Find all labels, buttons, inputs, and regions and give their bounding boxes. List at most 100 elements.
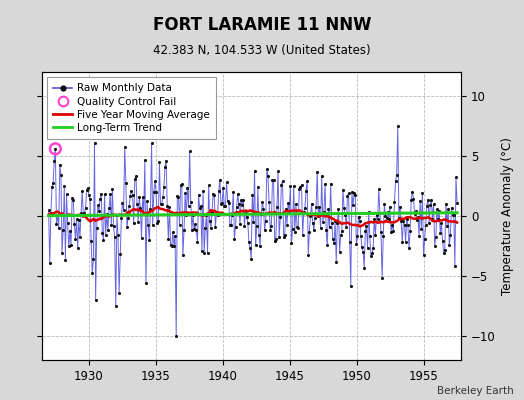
Point [165, 204, 173, 210]
Point [445, 242, 453, 248]
Point [366, 233, 374, 239]
Point [399, 218, 408, 224]
Point [163, 203, 171, 209]
Point [167, 242, 175, 248]
Point [374, 216, 382, 222]
Point [276, 214, 285, 220]
Point [86, 196, 94, 202]
Point [137, 235, 146, 241]
Point [145, 237, 154, 244]
Point [330, 240, 338, 246]
Point [183, 185, 192, 191]
Point [334, 206, 343, 212]
Point [359, 248, 367, 255]
Point [315, 204, 324, 210]
Point [278, 178, 287, 184]
Point [439, 238, 447, 244]
Point [112, 303, 120, 309]
Point [173, 193, 181, 200]
Point [54, 225, 63, 231]
Point [205, 218, 214, 224]
Point [257, 210, 266, 217]
Point [210, 192, 219, 198]
Point [245, 239, 253, 246]
Point [78, 188, 86, 194]
Point [108, 185, 117, 192]
Point [189, 212, 197, 218]
Point [51, 146, 60, 152]
Point [314, 213, 322, 219]
Point [103, 211, 111, 218]
Point [123, 224, 131, 230]
Point [114, 231, 122, 238]
Point [242, 208, 250, 214]
Point [419, 252, 428, 258]
Point [431, 242, 439, 249]
Point [435, 208, 443, 214]
Point [221, 203, 230, 209]
Point [248, 192, 256, 198]
Point [80, 210, 89, 216]
Point [369, 245, 377, 251]
Point [181, 190, 189, 196]
Point [45, 207, 53, 214]
Point [258, 198, 267, 205]
Point [101, 191, 109, 197]
Point [57, 172, 65, 178]
Point [129, 220, 138, 226]
Point [180, 226, 188, 233]
Point [187, 198, 195, 205]
Point [222, 179, 231, 185]
Point [423, 202, 431, 209]
Point [388, 222, 396, 228]
Point [451, 262, 459, 269]
Point [267, 223, 276, 229]
Text: 42.383 N, 104.533 W (United States): 42.383 N, 104.533 W (United States) [153, 44, 371, 57]
Point [386, 203, 394, 210]
Point [290, 183, 298, 190]
Point [195, 205, 204, 211]
Point [230, 236, 238, 242]
Point [74, 217, 83, 224]
Point [63, 220, 72, 226]
Point [128, 192, 137, 198]
Point [437, 219, 445, 226]
Point [156, 201, 165, 208]
Point [219, 185, 227, 191]
Point [380, 201, 389, 208]
Point [286, 182, 294, 189]
Point [217, 200, 225, 207]
Point [191, 221, 200, 227]
Point [98, 230, 106, 236]
Point [358, 244, 366, 251]
Point [446, 232, 455, 239]
Point [182, 212, 190, 218]
Point [254, 184, 262, 190]
Y-axis label: Temperature Anomaly (°C): Temperature Anomaly (°C) [501, 137, 514, 295]
Point [291, 229, 299, 235]
Point [157, 201, 166, 208]
Text: FORT LARAMIE 11 NNW: FORT LARAMIE 11 NNW [153, 16, 371, 34]
Point [349, 202, 357, 209]
Point [394, 123, 402, 129]
Point [196, 203, 205, 210]
Point [356, 217, 364, 224]
Point [231, 223, 239, 230]
Point [225, 200, 233, 206]
Point [285, 208, 293, 215]
Point [264, 173, 272, 179]
Point [443, 222, 451, 229]
Point [348, 189, 356, 196]
Point [371, 232, 379, 238]
Point [184, 203, 193, 209]
Point [151, 178, 159, 184]
Point [69, 196, 78, 203]
Point [329, 236, 337, 242]
Point [203, 250, 212, 256]
Point [49, 180, 57, 187]
Point [121, 144, 129, 150]
Point [159, 194, 167, 200]
Point [213, 211, 222, 218]
Point [432, 234, 440, 240]
Point [416, 198, 424, 204]
